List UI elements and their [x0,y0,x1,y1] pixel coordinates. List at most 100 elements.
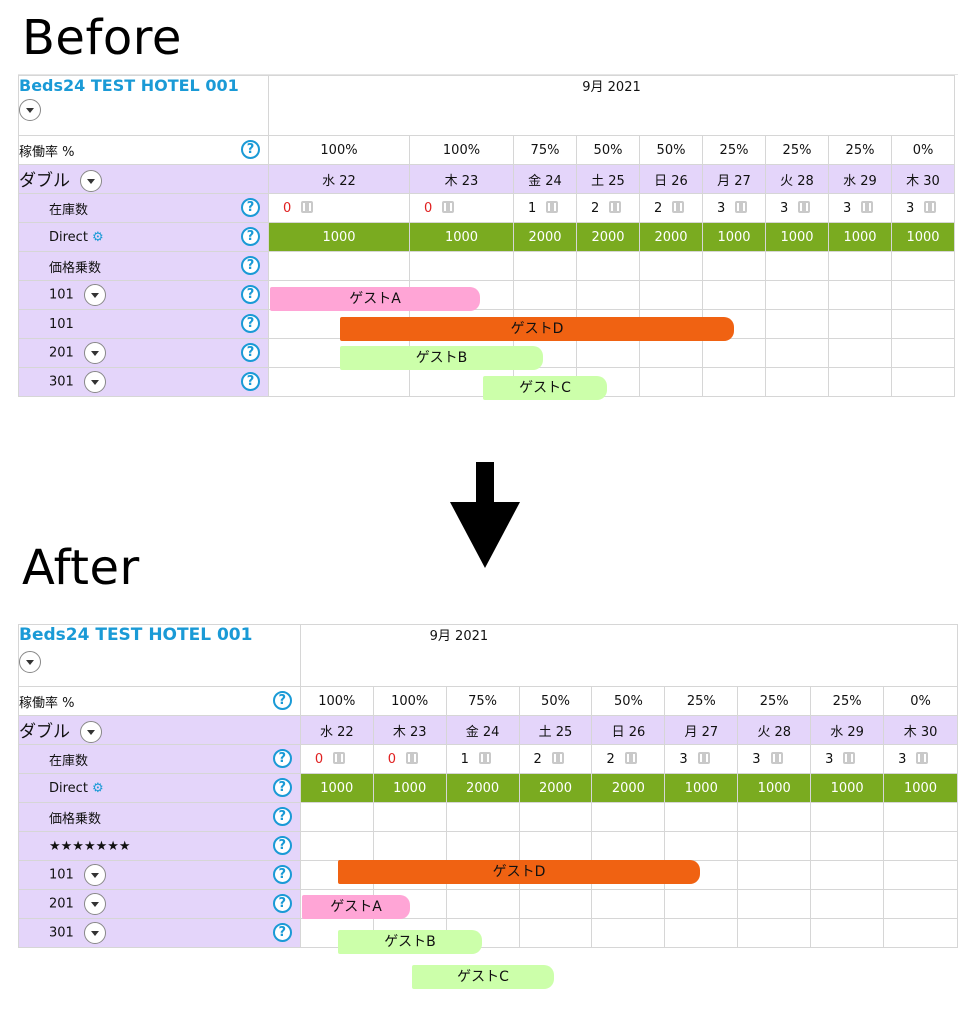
multiplier-cell[interactable] [372,802,447,832]
booking-cell[interactable] [702,280,766,310]
booking-cell[interactable] [828,367,892,397]
help-icon[interactable]: ? [241,285,260,304]
chevron-down-icon[interactable] [19,99,41,121]
booking-cell[interactable] [591,831,666,861]
booking-cell[interactable] [810,831,885,861]
gear-icon[interactable]: ⚙ [91,229,104,245]
booking-cell[interactable] [518,918,593,948]
booking-cell[interactable] [891,280,955,310]
booking-cell[interactable] [518,831,593,861]
booking-cell[interactable] [810,889,885,919]
booking-cell[interactable] [828,338,892,368]
hotel-name[interactable]: Beds24 TEST HOTEL 001 [19,625,253,646]
booking-guest-c[interactable]: ゲストC [483,376,607,400]
booking-cell[interactable] [765,338,829,368]
inventory-cell[interactable]: 3 [828,193,892,223]
multiplier-cell[interactable] [299,802,374,832]
booking-cell[interactable] [891,367,955,397]
multiplier-cell[interactable] [591,802,666,832]
booking-cell[interactable] [445,831,520,861]
price-cell[interactable]: 1000 [891,222,955,252]
booking-cell[interactable] [737,918,812,948]
multiplier-cell[interactable] [883,802,958,832]
chevron-down-icon[interactable] [83,864,106,886]
inventory-cell[interactable]: 2 [591,744,666,774]
booking-cell[interactable] [268,367,410,397]
booking-cell[interactable] [737,889,812,919]
help-icon[interactable]: ? [272,865,292,884]
price-cell[interactable]: 1000 [883,773,958,803]
multiplier-cell[interactable] [513,251,577,281]
booking-cell[interactable] [891,338,955,368]
booking-cell[interactable] [664,889,739,919]
multiplier-cell[interactable] [737,802,812,832]
inventory-cell[interactable]: 1 [445,744,520,774]
chevron-down-icon[interactable] [83,284,106,306]
booking-cell[interactable] [591,889,666,919]
multiplier-cell[interactable] [576,251,640,281]
chevron-down-icon[interactable] [83,922,106,944]
help-icon[interactable]: ? [241,343,260,362]
booking-cell[interactable] [765,367,829,397]
help-icon[interactable]: ? [272,923,292,942]
multiplier-cell[interactable] [639,251,703,281]
price-cell[interactable]: 1000 [702,222,766,252]
price-cell[interactable]: 1000 [828,222,892,252]
inventory-cell[interactable]: 3 [765,193,829,223]
booking-cell[interactable] [445,889,520,919]
booking-cell[interactable] [883,889,958,919]
help-icon[interactable]: ? [272,807,292,826]
booking-cell[interactable] [372,831,447,861]
help-icon[interactable]: ? [272,894,292,913]
booking-cell[interactable] [737,831,812,861]
booking-cell[interactable] [576,338,640,368]
inventory-cell[interactable]: 3 [891,193,955,223]
inventory-cell[interactable]: 3 [737,744,812,774]
booking-cell[interactable] [576,280,640,310]
booking-cell[interactable] [518,889,593,919]
booking-cell[interactable] [702,338,766,368]
multiplier-cell[interactable] [268,251,410,281]
booking-cell[interactable] [664,831,739,861]
price-cell[interactable]: 1000 [409,222,514,252]
inventory-cell[interactable]: 3 [664,744,739,774]
price-cell[interactable]: 1000 [810,773,885,803]
booking-cell[interactable] [299,831,374,861]
booking-guest-b[interactable]: ゲストB [338,930,482,954]
help-icon[interactable]: ? [272,691,292,710]
booking-cell[interactable] [883,860,958,890]
multiplier-cell[interactable] [828,251,892,281]
price-cell[interactable]: 2000 [518,773,593,803]
booking-cell[interactable] [639,367,703,397]
inventory-cell[interactable]: 0 [299,744,374,774]
help-icon[interactable]: ? [272,778,292,797]
help-icon[interactable]: ? [272,836,292,855]
booking-cell[interactable] [591,918,666,948]
price-cell[interactable]: 1000 [268,222,410,252]
inventory-cell[interactable]: 3 [883,744,958,774]
inventory-cell[interactable]: 2 [639,193,703,223]
price-cell[interactable]: 1000 [372,773,447,803]
price-cell[interactable]: 1000 [765,222,829,252]
price-cell[interactable]: 2000 [639,222,703,252]
booking-cell[interactable] [664,918,739,948]
multiplier-cell[interactable] [702,251,766,281]
help-icon[interactable]: ? [241,140,260,159]
chevron-down-icon[interactable] [83,371,106,393]
chevron-down-icon[interactable] [80,170,102,192]
inventory-cell[interactable]: 2 [576,193,640,223]
booking-cell[interactable] [765,309,829,339]
multiplier-cell[interactable] [409,251,514,281]
booking-guest-a[interactable]: ゲストA [270,287,480,311]
price-cell[interactable]: 1000 [664,773,739,803]
price-cell[interactable]: 1000 [299,773,374,803]
booking-cell[interactable] [737,860,812,890]
booking-cell[interactable] [891,309,955,339]
booking-cell[interactable] [702,367,766,397]
inventory-cell[interactable]: 0 [268,193,410,223]
booking-guest-d[interactable]: ゲストD [340,317,734,341]
chevron-down-icon[interactable] [83,893,106,915]
help-icon[interactable]: ? [241,372,260,391]
inventory-cell[interactable]: 3 [810,744,885,774]
help-icon[interactable]: ? [241,256,260,275]
